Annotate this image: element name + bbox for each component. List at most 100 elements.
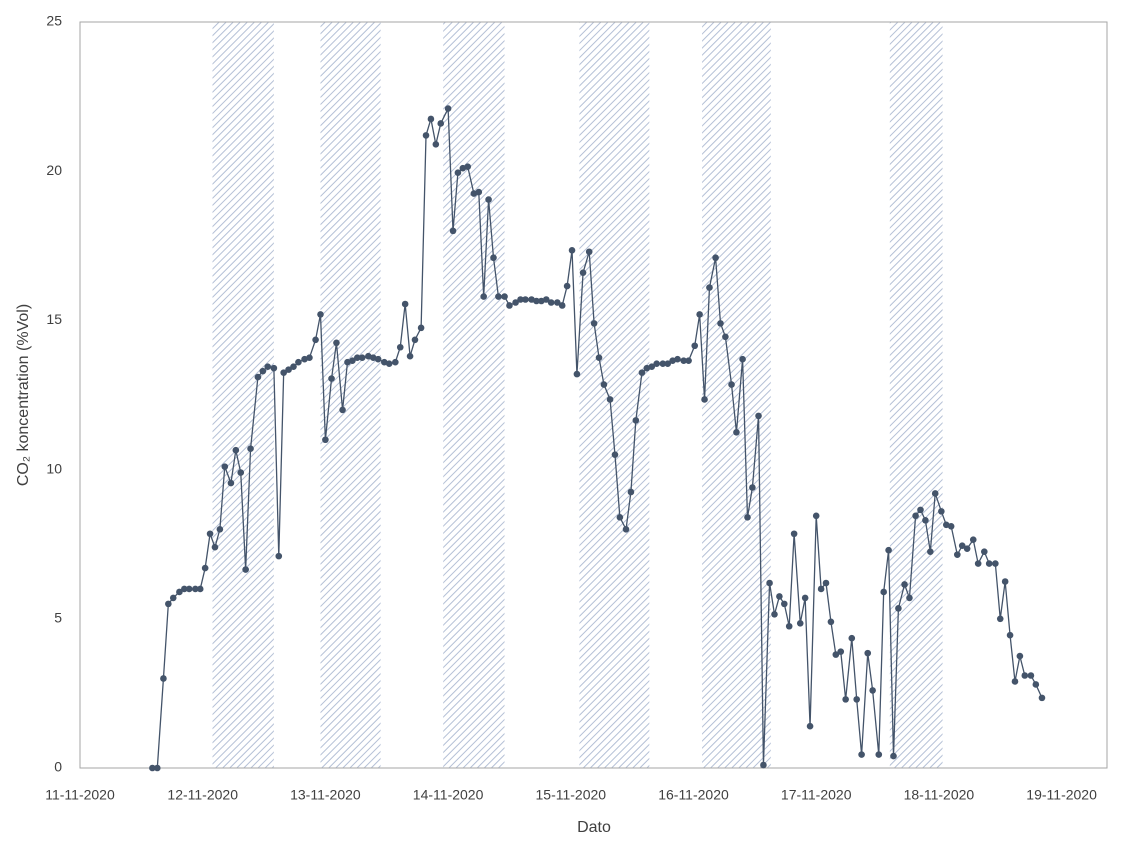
y-tick-label: 0: [54, 759, 62, 775]
x-tick-label: 12-11-2020: [167, 787, 238, 803]
point: [169, 594, 177, 602]
point: [958, 542, 966, 549]
point: [306, 354, 313, 362]
point: [328, 375, 335, 382]
point: [254, 373, 262, 381]
point: [848, 634, 856, 642]
point: [558, 302, 566, 309]
point: [931, 490, 939, 497]
point: [706, 284, 713, 291]
point: [627, 488, 635, 496]
point: [954, 551, 961, 558]
plot-frame: [79, 21, 1108, 769]
point: [853, 696, 860, 703]
point: [980, 548, 988, 555]
point: [401, 300, 409, 308]
point: [475, 188, 483, 196]
point: [280, 369, 287, 376]
point: [533, 297, 540, 305]
point: [517, 296, 524, 303]
point: [176, 588, 183, 596]
point: [790, 530, 798, 538]
point: [563, 282, 571, 290]
y-tick-label: 20: [46, 162, 62, 178]
point: [659, 360, 667, 367]
x-tick-label: 11-11-2020: [45, 787, 115, 803]
point: [237, 469, 245, 476]
point: [432, 141, 440, 148]
point: [216, 525, 224, 533]
point: [611, 451, 619, 458]
shaded-period: [443, 22, 505, 768]
point: [963, 545, 971, 552]
point: [579, 269, 587, 276]
point: [349, 357, 356, 364]
point: [906, 594, 913, 602]
point: [766, 579, 773, 587]
x-tick-label: 16-11-2020: [658, 787, 729, 803]
x-tick-label: 19-11-2020: [1026, 787, 1097, 803]
point: [264, 363, 272, 370]
x-tick-label: 18-11-2020: [904, 787, 975, 803]
point: [917, 506, 924, 514]
point: [653, 360, 660, 367]
point: [622, 525, 630, 533]
point: [160, 675, 167, 682]
point: [927, 548, 934, 555]
point: [806, 722, 814, 730]
point: [822, 579, 830, 587]
point: [449, 227, 457, 235]
x-tick-label: 13-11-2020: [290, 787, 361, 803]
point: [1032, 681, 1040, 688]
shaded-period: [212, 22, 274, 768]
point: [832, 651, 840, 658]
point: [495, 293, 502, 300]
point: [333, 339, 340, 347]
point: [780, 600, 788, 608]
point: [771, 611, 778, 618]
point: [464, 163, 472, 171]
point: [242, 566, 249, 573]
point: [728, 381, 735, 388]
point: [501, 293, 508, 300]
point: [739, 355, 746, 363]
shaded-period: [579, 22, 650, 768]
point: [895, 605, 902, 612]
point: [406, 352, 414, 360]
point: [417, 324, 425, 332]
point: [685, 357, 692, 364]
point: [149, 764, 156, 772]
point: [542, 296, 550, 303]
point: [864, 649, 872, 657]
point: [785, 622, 793, 630]
point: [201, 564, 209, 572]
point: [259, 367, 267, 375]
point: [880, 588, 887, 596]
point: [573, 370, 581, 378]
point: [1001, 578, 1009, 585]
point: [812, 512, 820, 520]
point: [485, 196, 492, 203]
point: [275, 552, 283, 560]
point: [600, 381, 608, 388]
y-tick-label: 5: [54, 610, 62, 626]
shaded-period: [889, 22, 943, 768]
point: [196, 585, 204, 593]
point: [680, 357, 687, 364]
point: [969, 536, 977, 544]
point: [317, 311, 324, 318]
point: [221, 463, 229, 470]
point: [1016, 652, 1024, 660]
point: [922, 517, 929, 524]
point: [206, 530, 214, 538]
point: [801, 594, 809, 602]
point: [554, 299, 561, 306]
point: [437, 120, 445, 127]
point: [358, 354, 366, 362]
x-tick-label: 15-11-2020: [536, 787, 607, 803]
point: [947, 522, 955, 530]
y-tick-label: 15: [46, 311, 62, 327]
point: [392, 358, 399, 366]
point: [247, 445, 254, 453]
point: [755, 412, 762, 420]
